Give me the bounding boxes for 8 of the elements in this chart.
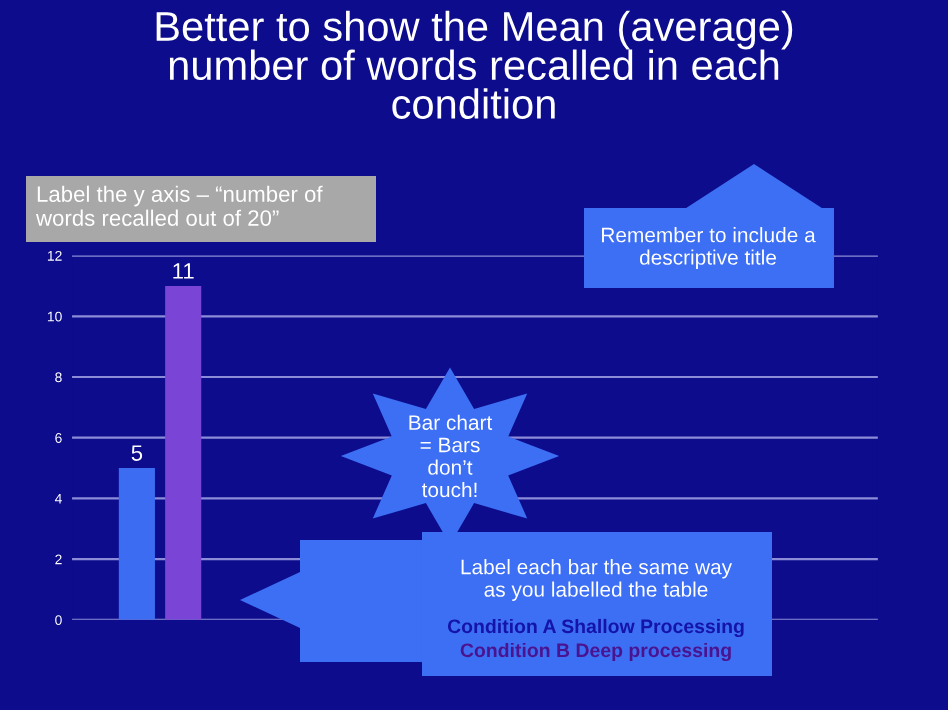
data-label: 11 bbox=[173, 263, 194, 279]
text: Bar chart = Bars don’t touch! bbox=[409, 414, 493, 498]
text: Better to show the Mean (average) number of words recalled in each condition bbox=[156, 10, 793, 119]
text: Condition B Deep processing bbox=[460, 642, 731, 662]
text: Label the y axis – “number of words recalled out of 20” bbox=[35, 185, 323, 226]
data-label: 5 bbox=[131, 445, 143, 461]
text: Condition A Shallow Processing bbox=[447, 618, 744, 638]
text: Label each bar the same way as you labelled the table bbox=[461, 559, 733, 601]
